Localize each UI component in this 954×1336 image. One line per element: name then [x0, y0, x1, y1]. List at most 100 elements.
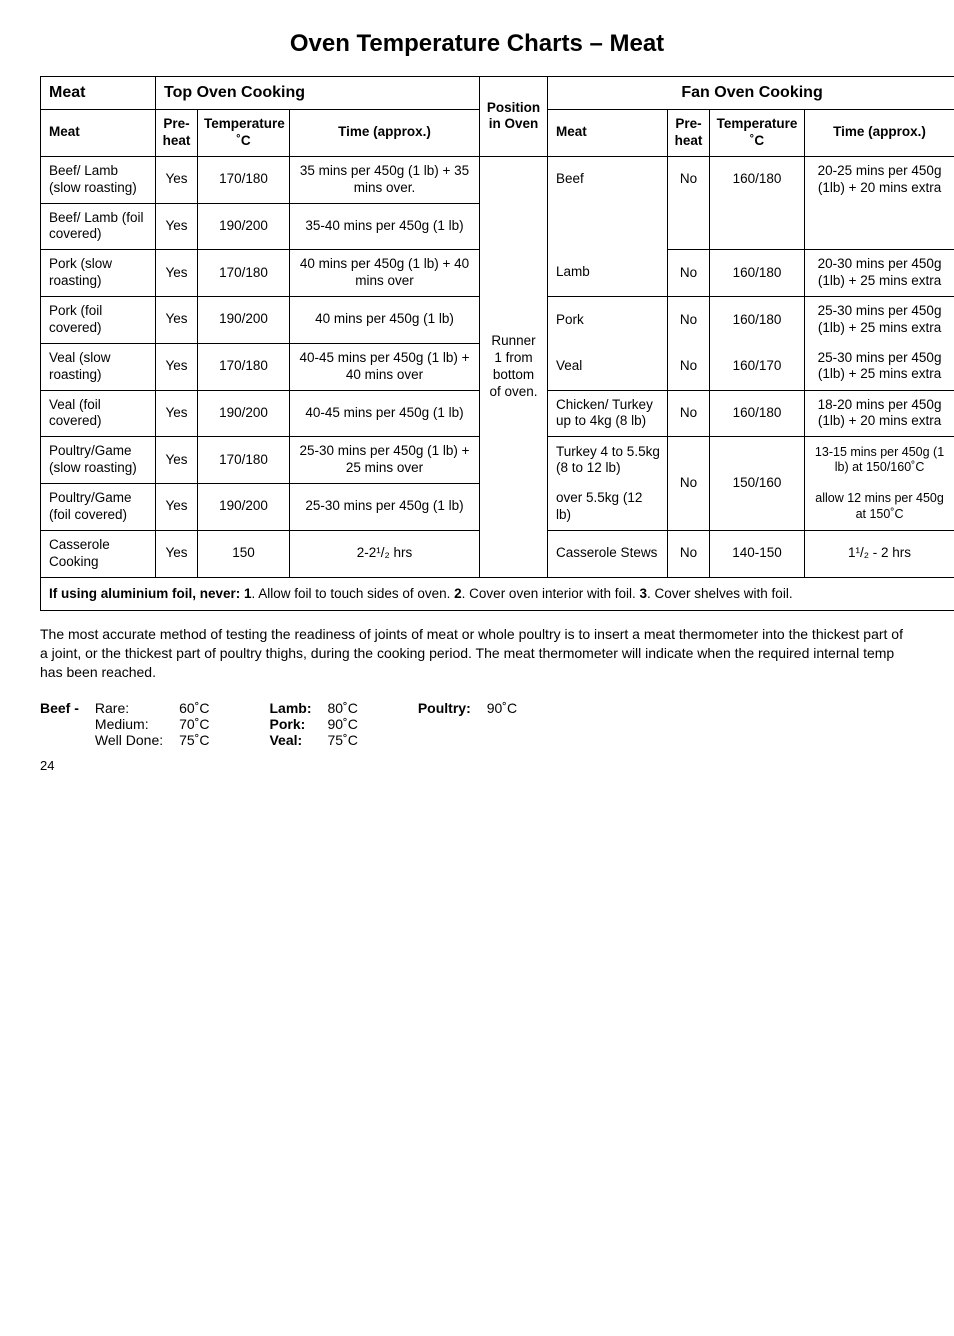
table-row: Beef/ Lamb (slow roasting) Yes 170/180 3…	[41, 156, 954, 203]
page-number: 24	[40, 758, 914, 773]
veal-label: Veal:	[269, 732, 311, 748]
fan-pre: No	[668, 297, 710, 344]
top-time: 40 mins per 450g (1 lb) + 40 mins over	[290, 250, 480, 297]
top-time: 35-40 mins per 450g (1 lb)	[290, 203, 480, 250]
top-temp: 170/180	[198, 250, 290, 297]
top-time: 25-30 mins per 450g (1 lb) + 25 mins ove…	[290, 437, 480, 484]
top-meat: Beef/ Lamb (foil covered)	[41, 203, 156, 250]
beef-med-val: 70˚C	[179, 716, 209, 732]
beef-label: Beef -	[40, 700, 79, 716]
top-pre: Yes	[156, 390, 198, 437]
fan-time: 20-25 mins per 450g (1lb) + 20 mins extr…	[805, 156, 954, 203]
beef-well-val: 75˚C	[179, 732, 209, 748]
top-time: 40-45 mins per 450g (1 lb)	[290, 390, 480, 437]
beef-med-label: Medium:	[95, 716, 163, 732]
poultry-label: Poultry:	[418, 700, 471, 716]
fan-temp: 160/180	[710, 250, 805, 297]
foil-p2: . Cover oven interior with foil.	[462, 586, 640, 601]
col-time: Time (approx.)	[290, 110, 480, 157]
position-header: Position in Oven	[480, 77, 548, 157]
top-oven-header: Top Oven Cooking	[156, 77, 480, 110]
top-meat: Veal (foil covered)	[41, 390, 156, 437]
fan-temp: 160/180	[710, 297, 805, 344]
fan-meat: Casserole Stews	[548, 530, 668, 577]
fan-time: 13-15 mins per 450g (1 lb) at 150/160˚C	[805, 437, 954, 484]
fan-temp: 160/180	[710, 390, 805, 437]
position-cell: Runner 1 from bottom of oven.	[480, 156, 548, 577]
top-pre: Yes	[156, 156, 198, 203]
top-temp: 170/180	[198, 156, 290, 203]
fan-meat: Chicken/ Turkey up to 4kg (8 lb)	[548, 390, 668, 437]
top-time: 35 mins per 450g (1 lb) + 35 mins over.	[290, 156, 480, 203]
top-pre: Yes	[156, 297, 198, 344]
fan-time: 20-30 mins per 450g (1lb) + 25 mins extr…	[805, 250, 954, 297]
poultry-val: 90˚C	[487, 700, 517, 716]
foil-note-row: If using aluminium foil, never: 1. Allow…	[41, 577, 954, 611]
beef-rare-val: 60˚C	[179, 700, 209, 716]
top-meat: Veal (slow roasting)	[41, 343, 156, 390]
foil-p1: . Allow foil to touch sides of oven.	[252, 586, 455, 601]
col-temp: Temperature ˚C	[198, 110, 290, 157]
fan-pre: No	[668, 250, 710, 297]
fan-meat: Pork	[548, 297, 668, 344]
top-temp: 150	[198, 530, 290, 577]
col-time2: Time (approx.)	[805, 110, 954, 157]
foil-b3: 3	[640, 586, 648, 601]
foil-p3: . Cover shelves with foil.	[647, 586, 793, 601]
top-meat: Poultry/Game (slow roasting)	[41, 437, 156, 484]
fan-time: 25-30 mins per 450g (1lb) + 25 mins extr…	[805, 297, 954, 344]
top-meat: Pork (foil covered)	[41, 297, 156, 344]
col-meat: Meat	[41, 110, 156, 157]
fan-temp: 160/180	[710, 156, 805, 203]
beef-rare-label: Rare:	[95, 700, 163, 716]
veal-val: 75˚C	[327, 732, 357, 748]
top-temp: 190/200	[198, 203, 290, 250]
col-temp2: Temperature ˚C	[710, 110, 805, 157]
pork-val: 90˚C	[327, 716, 357, 732]
fan-oven-header: Fan Oven Cooking	[548, 77, 954, 110]
top-pre: Yes	[156, 250, 198, 297]
fan-time: 1¹/₂ - 2 hrs	[805, 530, 954, 577]
fan-time: 25-30 mins per 450g (1lb) + 25 mins extr…	[805, 343, 954, 390]
top-pre: Yes	[156, 530, 198, 577]
fan-meat: Lamb	[548, 250, 668, 297]
top-meat: Casserole Cooking	[41, 530, 156, 577]
top-meat: Poultry/Game (foil covered)	[41, 484, 156, 531]
top-pre: Yes	[156, 484, 198, 531]
top-temp: 190/200	[198, 297, 290, 344]
top-meat: Pork (slow roasting)	[41, 250, 156, 297]
fan-pre: No	[668, 437, 710, 531]
fan-meat: Turkey 4 to 5.5kg (8 to 12 lb)	[548, 437, 668, 484]
fan-temp: 150/160	[710, 437, 805, 531]
internal-temps: Beef - Rare: Medium: Well Done: 60˚C 70˚…	[40, 700, 914, 748]
foil-prefix: If using aluminium foil, never: 1	[49, 586, 252, 601]
fan-pre: No	[668, 390, 710, 437]
meat-section-header: Meat	[41, 77, 156, 110]
top-time: 2-2¹/₂ hrs	[290, 530, 480, 577]
lamb-label: Lamb:	[269, 700, 311, 716]
top-pre: Yes	[156, 343, 198, 390]
lamb-val: 80˚C	[327, 700, 357, 716]
fan-pre: No	[668, 343, 710, 390]
fan-time: 18-20 mins per 450g (1lb) + 20 mins extr…	[805, 390, 954, 437]
fan-time: allow 12 mins per 450g at 150˚C	[805, 484, 954, 531]
fan-meat: Veal	[548, 343, 668, 390]
col-meat2: Meat	[548, 110, 668, 157]
fan-meat: Beef	[548, 156, 668, 203]
col-preheat2: Pre-heat	[668, 110, 710, 157]
top-pre: Yes	[156, 437, 198, 484]
pork-label: Pork:	[269, 716, 311, 732]
top-temp: 190/200	[198, 484, 290, 531]
fan-temp: 160/170	[710, 343, 805, 390]
col-preheat: Pre-heat	[156, 110, 198, 157]
top-time: 25-30 mins per 450g (1 lb)	[290, 484, 480, 531]
top-temp: 170/180	[198, 437, 290, 484]
fan-meat: over 5.5kg (12 lb)	[548, 484, 668, 531]
fan-temp: 140-150	[710, 530, 805, 577]
beef-well-label: Well Done:	[95, 732, 163, 748]
top-time: 40 mins per 450g (1 lb)	[290, 297, 480, 344]
foil-b2: 2	[454, 586, 462, 601]
meat-chart-table: Meat Top Oven Cooking Position in Oven F…	[40, 76, 954, 611]
fan-pre: No	[668, 156, 710, 203]
top-temp: 190/200	[198, 390, 290, 437]
